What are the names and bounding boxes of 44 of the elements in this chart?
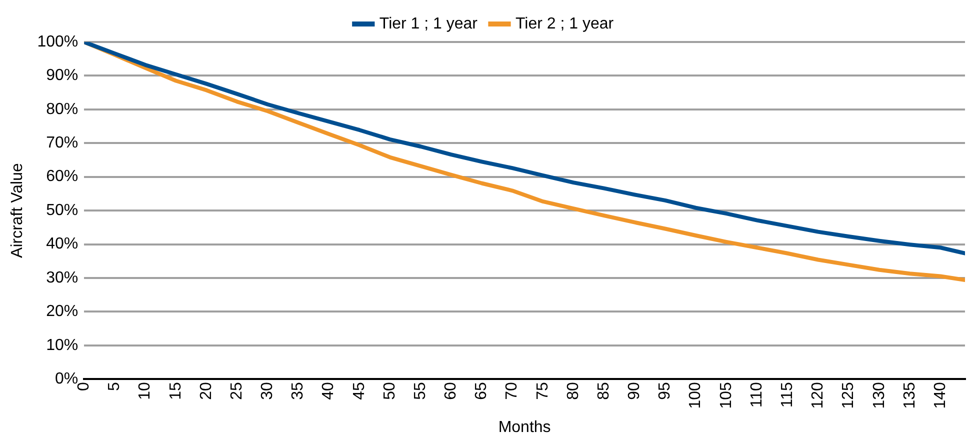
x-tick-label: 115 [779, 382, 796, 408]
x-tick-label: 30 [259, 382, 276, 400]
x-tick-label: 15 [167, 382, 184, 400]
x-tick-label: 130 [870, 382, 888, 409]
x-tick-label: 75 [534, 382, 552, 400]
x-tick-label: 120 [810, 382, 827, 409]
x-tick-label: 65 [473, 382, 490, 400]
y-axis-title: Aircraft Value [9, 163, 26, 258]
x-tick-label: 40 [320, 382, 338, 400]
x-tick-label: 135 [901, 382, 918, 409]
y-tick-label: 30% [46, 269, 78, 286]
y-tick-label: 0% [54, 370, 78, 388]
y-tick-label: 10% [46, 336, 78, 354]
x-tick-label: 50 [381, 382, 398, 400]
x-tick-label: 25 [228, 382, 246, 400]
x-tick-label: 125 [840, 382, 858, 409]
x-tick-label: 95 [656, 382, 674, 400]
y-tick-label: 20% [46, 303, 78, 320]
y-tick-label: 40% [46, 236, 78, 253]
x-tick-label: 55 [412, 382, 429, 400]
x-tick-label: 105 [718, 382, 735, 409]
x-tick-label: 80 [564, 382, 582, 400]
x-tick-label: 35 [290, 382, 307, 400]
y-tick-label: 50% [46, 202, 78, 219]
x-tick-label: 110 [748, 382, 766, 408]
y-tick-label: 90% [46, 67, 78, 84]
x-tick-label: 70 [504, 382, 521, 400]
x-tick-label: 45 [350, 382, 368, 400]
x-tick-label: 85 [595, 382, 612, 400]
y-tick-label: 80% [46, 100, 78, 118]
x-tick-label: 10 [136, 382, 154, 400]
y-tick-label: 100% [37, 33, 78, 50]
x-tick-label: 140 [932, 382, 949, 409]
x-tick-label: 0 [76, 382, 93, 392]
x-axis-title: Months [498, 418, 551, 436]
x-tick-label: 20 [198, 382, 215, 400]
y-tick-label: 70% [46, 134, 78, 152]
x-tick-label: 60 [442, 382, 460, 400]
y-tick-label: 60% [46, 168, 78, 186]
x-tick-label: 90 [626, 382, 644, 400]
legend-label: Tier 1 ; 1 year [379, 15, 478, 32]
legend-label: Tier 2 ; 1 year [516, 15, 614, 32]
x-tick-label: 100 [687, 382, 704, 409]
x-tick-label: 5 [106, 382, 124, 392]
